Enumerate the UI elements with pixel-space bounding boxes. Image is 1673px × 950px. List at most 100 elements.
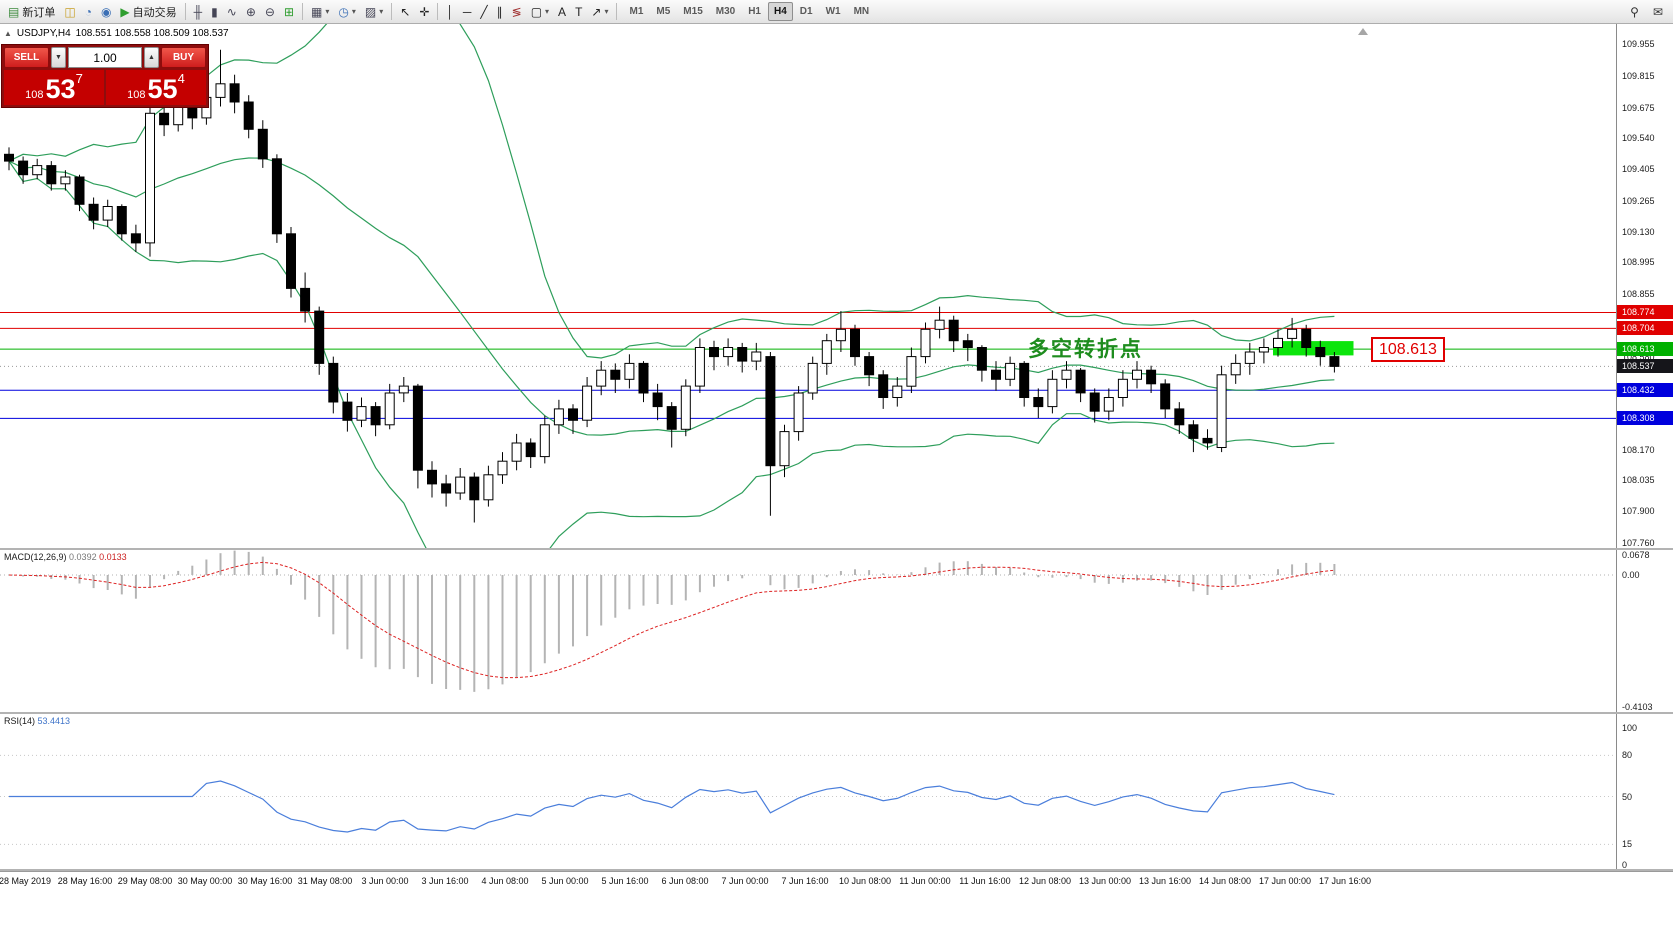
panel-separator[interactable] <box>0 712 1673 714</box>
time-axis-label: 31 May 08:00 <box>297 876 353 886</box>
new-order-button[interactable]: ▤ 新订单 <box>4 2 59 22</box>
price-axis-tick: 109.815 <box>1622 71 1655 81</box>
price-axis-tick: 109.955 <box>1622 39 1655 49</box>
annotation-text[interactable]: 多空转折点 <box>1028 338 1143 361</box>
toolbar-separator <box>437 3 439 20</box>
price-tag-object[interactable]: 108.613 <box>1371 337 1445 362</box>
timeframe-m30-button[interactable]: M30 <box>715 6 736 17</box>
candlestick-chart-button[interactable]: ▮ <box>207 2 222 22</box>
time-axis-label: 3 Jun 16:00 <box>421 876 469 886</box>
fibonacci-button[interactable]: ≶ <box>508 2 526 22</box>
price-axis-tick: 108.855 <box>1622 289 1655 299</box>
price-line-label: 108.432 <box>1617 383 1673 397</box>
bar-chart-icon: ╫ <box>193 4 203 19</box>
chat-button[interactable]: ✉ <box>1649 2 1667 22</box>
timeframe-h1-button[interactable]: H1 <box>748 6 761 17</box>
crosshair-button[interactable]: ✛ <box>415 2 433 22</box>
zoom-out-button[interactable]: ⊖ <box>261 2 279 22</box>
macd-panel: 0.0678 0.00 -0.4103 MACD(12,26,9) 0.0392 0… <box>0 550 1673 712</box>
panel-separator[interactable] <box>0 869 1673 871</box>
autotrading-button[interactable]: ▶ 自动交易 <box>116 2 180 22</box>
price-axis-tick: 109.675 <box>1622 103 1655 113</box>
sell-price-display[interactable]: 108 53 7 <box>4 70 104 105</box>
buy-button[interactable]: BUY <box>161 47 206 68</box>
time-axis-label: 5 Jun 16:00 <box>601 876 649 886</box>
template-icon: ▨ <box>364 4 377 19</box>
time-axis-label: 17 Jun 16:00 <box>1318 876 1372 886</box>
tile-windows-button[interactable]: ⊞ <box>280 2 298 22</box>
bar-chart-button[interactable]: ╫ <box>190 2 207 22</box>
timeframe-mn-button[interactable]: MN <box>853 6 870 17</box>
chevron-down-icon: ▾ <box>379 7 384 16</box>
horizontal-line-button[interactable]: ─ <box>459 2 476 22</box>
new-chart-button[interactable]: ▦ ▾ <box>307 2 333 22</box>
charts-button[interactable]: ◫ <box>60 2 79 22</box>
time-axis-label: 5 Jun 00:00 <box>541 876 589 886</box>
shapes-button[interactable]: ▢ ▾ <box>527 2 553 22</box>
price-axis[interactable]: 109.955 109.815 109.675 109.540 109.405 109.2… <box>1616 24 1673 548</box>
time-axis-label: 3 Jun 00:00 <box>361 876 409 886</box>
chevron-down-icon: ▾ <box>604 7 609 16</box>
text-icon: A <box>558 4 567 19</box>
timeframe-d1-button[interactable]: D1 <box>799 6 813 17</box>
chart-title: ▲ USDJPY,H4 108.551 108.558 108.509 108.… <box>4 28 229 39</box>
zoom-in-button[interactable]: ⊕ <box>242 2 260 22</box>
price-line-label: 108.774 <box>1617 305 1673 319</box>
macd-canvas[interactable] <box>0 550 1616 712</box>
top-toolbar: ▤ 新订单 ◫ ◔ ◉ ▶ 自动交易 ╫ ▮ ∿ ⊕ ⊖ ⊞ ▦ ▾ ◷ ▾ ▨ ▾ ↖ ✛ │ ─ ╱ ∥ ≶ ▢ ▾ A T ↗ ▾ M1 M… <box>0 0 1673 24</box>
sell-button[interactable]: SELL <box>4 47 49 68</box>
text-label-button[interactable]: T <box>571 2 586 22</box>
search-button[interactable]: ⚲ <box>1626 2 1643 22</box>
timeframe-m15-button[interactable]: M15 <box>683 6 703 17</box>
autotrading-icon: ▶ <box>120 4 130 19</box>
crosshair-icon: ✛ <box>419 4 430 19</box>
trendline-button[interactable]: ╱ <box>476 2 491 22</box>
macd-axis[interactable]: 0.0678 0.00 -0.4103 <box>1616 550 1673 712</box>
profiles-button[interactable]: ◔ <box>81 2 96 22</box>
lot-decrease-button[interactable]: ▼ <box>51 47 66 68</box>
cursor-button[interactable]: ↖ <box>396 2 414 22</box>
rsi-axis-tick: 50 <box>1622 792 1633 802</box>
rsi-canvas[interactable] <box>0 714 1616 869</box>
lot-increase-button[interactable]: ▲ <box>144 47 159 68</box>
price-axis-tick: 108.170 <box>1622 445 1655 455</box>
line-chart-button[interactable]: ∿ <box>223 2 241 22</box>
price-axis-tick: 108.580 <box>1622 352 1655 362</box>
arrows-button[interactable]: ↗ ▾ <box>587 2 612 22</box>
rsi-axis-tick: 100 <box>1622 723 1638 733</box>
template-button[interactable]: ▨ ▾ <box>361 2 387 22</box>
main-chart-canvas[interactable] <box>0 24 1616 548</box>
period-button[interactable]: ◷ ▾ <box>334 2 360 22</box>
new-order-icon: ▤ <box>8 4 20 19</box>
buy-price-display[interactable]: 108 55 4 <box>106 70 206 105</box>
chat-icon: ✉ <box>1652 5 1663 19</box>
rsi-axis[interactable]: 100 80 50 15 0 <box>1616 714 1673 870</box>
channel-button[interactable]: ∥ <box>493 2 507 22</box>
toolbar-separator <box>184 3 186 20</box>
time-axis-label: 29 May 08:00 <box>117 876 173 886</box>
time-axis[interactable]: 28 May 2019 28 May 16:00 29 May 08:00 30 Ma… <box>0 871 1673 893</box>
text-button[interactable]: A <box>554 2 570 22</box>
shapes-icon: ▢ <box>530 4 543 19</box>
lot-size-input[interactable]: 1.00 <box>68 47 142 68</box>
vertical-line-button[interactable]: │ <box>442 2 458 22</box>
cursor-icon: ↖ <box>400 4 411 19</box>
timeframe-h4-button[interactable]: H4 <box>768 2 793 21</box>
zoom-out-icon: ⊖ <box>264 4 275 19</box>
price-axis-tick: 109.540 <box>1622 133 1655 143</box>
refresh-button[interactable]: ◉ <box>97 2 115 22</box>
refresh-icon: ◉ <box>100 4 112 19</box>
macd-axis-tick: -0.4103 <box>1622 702 1653 712</box>
price-axis-tick: 109.405 <box>1622 164 1655 174</box>
chart-shift-marker-icon[interactable] <box>1358 28 1368 35</box>
timeframe-w1-button[interactable]: W1 <box>825 6 841 17</box>
timeframe-m1-button[interactable]: M1 <box>629 6 644 17</box>
autotrading-button-label: 自动交易 <box>132 6 177 19</box>
collapse-quote-icon[interactable]: ▲ <box>4 29 12 38</box>
timeframe-m5-button[interactable]: M5 <box>656 6 671 17</box>
time-axis-label: 7 Jun 00:00 <box>721 876 769 886</box>
arrows-icon: ↗ <box>591 4 602 19</box>
zoom-in-icon: ⊕ <box>245 4 256 19</box>
panel-separator[interactable] <box>0 548 1673 550</box>
vertical-line-icon: │ <box>446 4 454 19</box>
